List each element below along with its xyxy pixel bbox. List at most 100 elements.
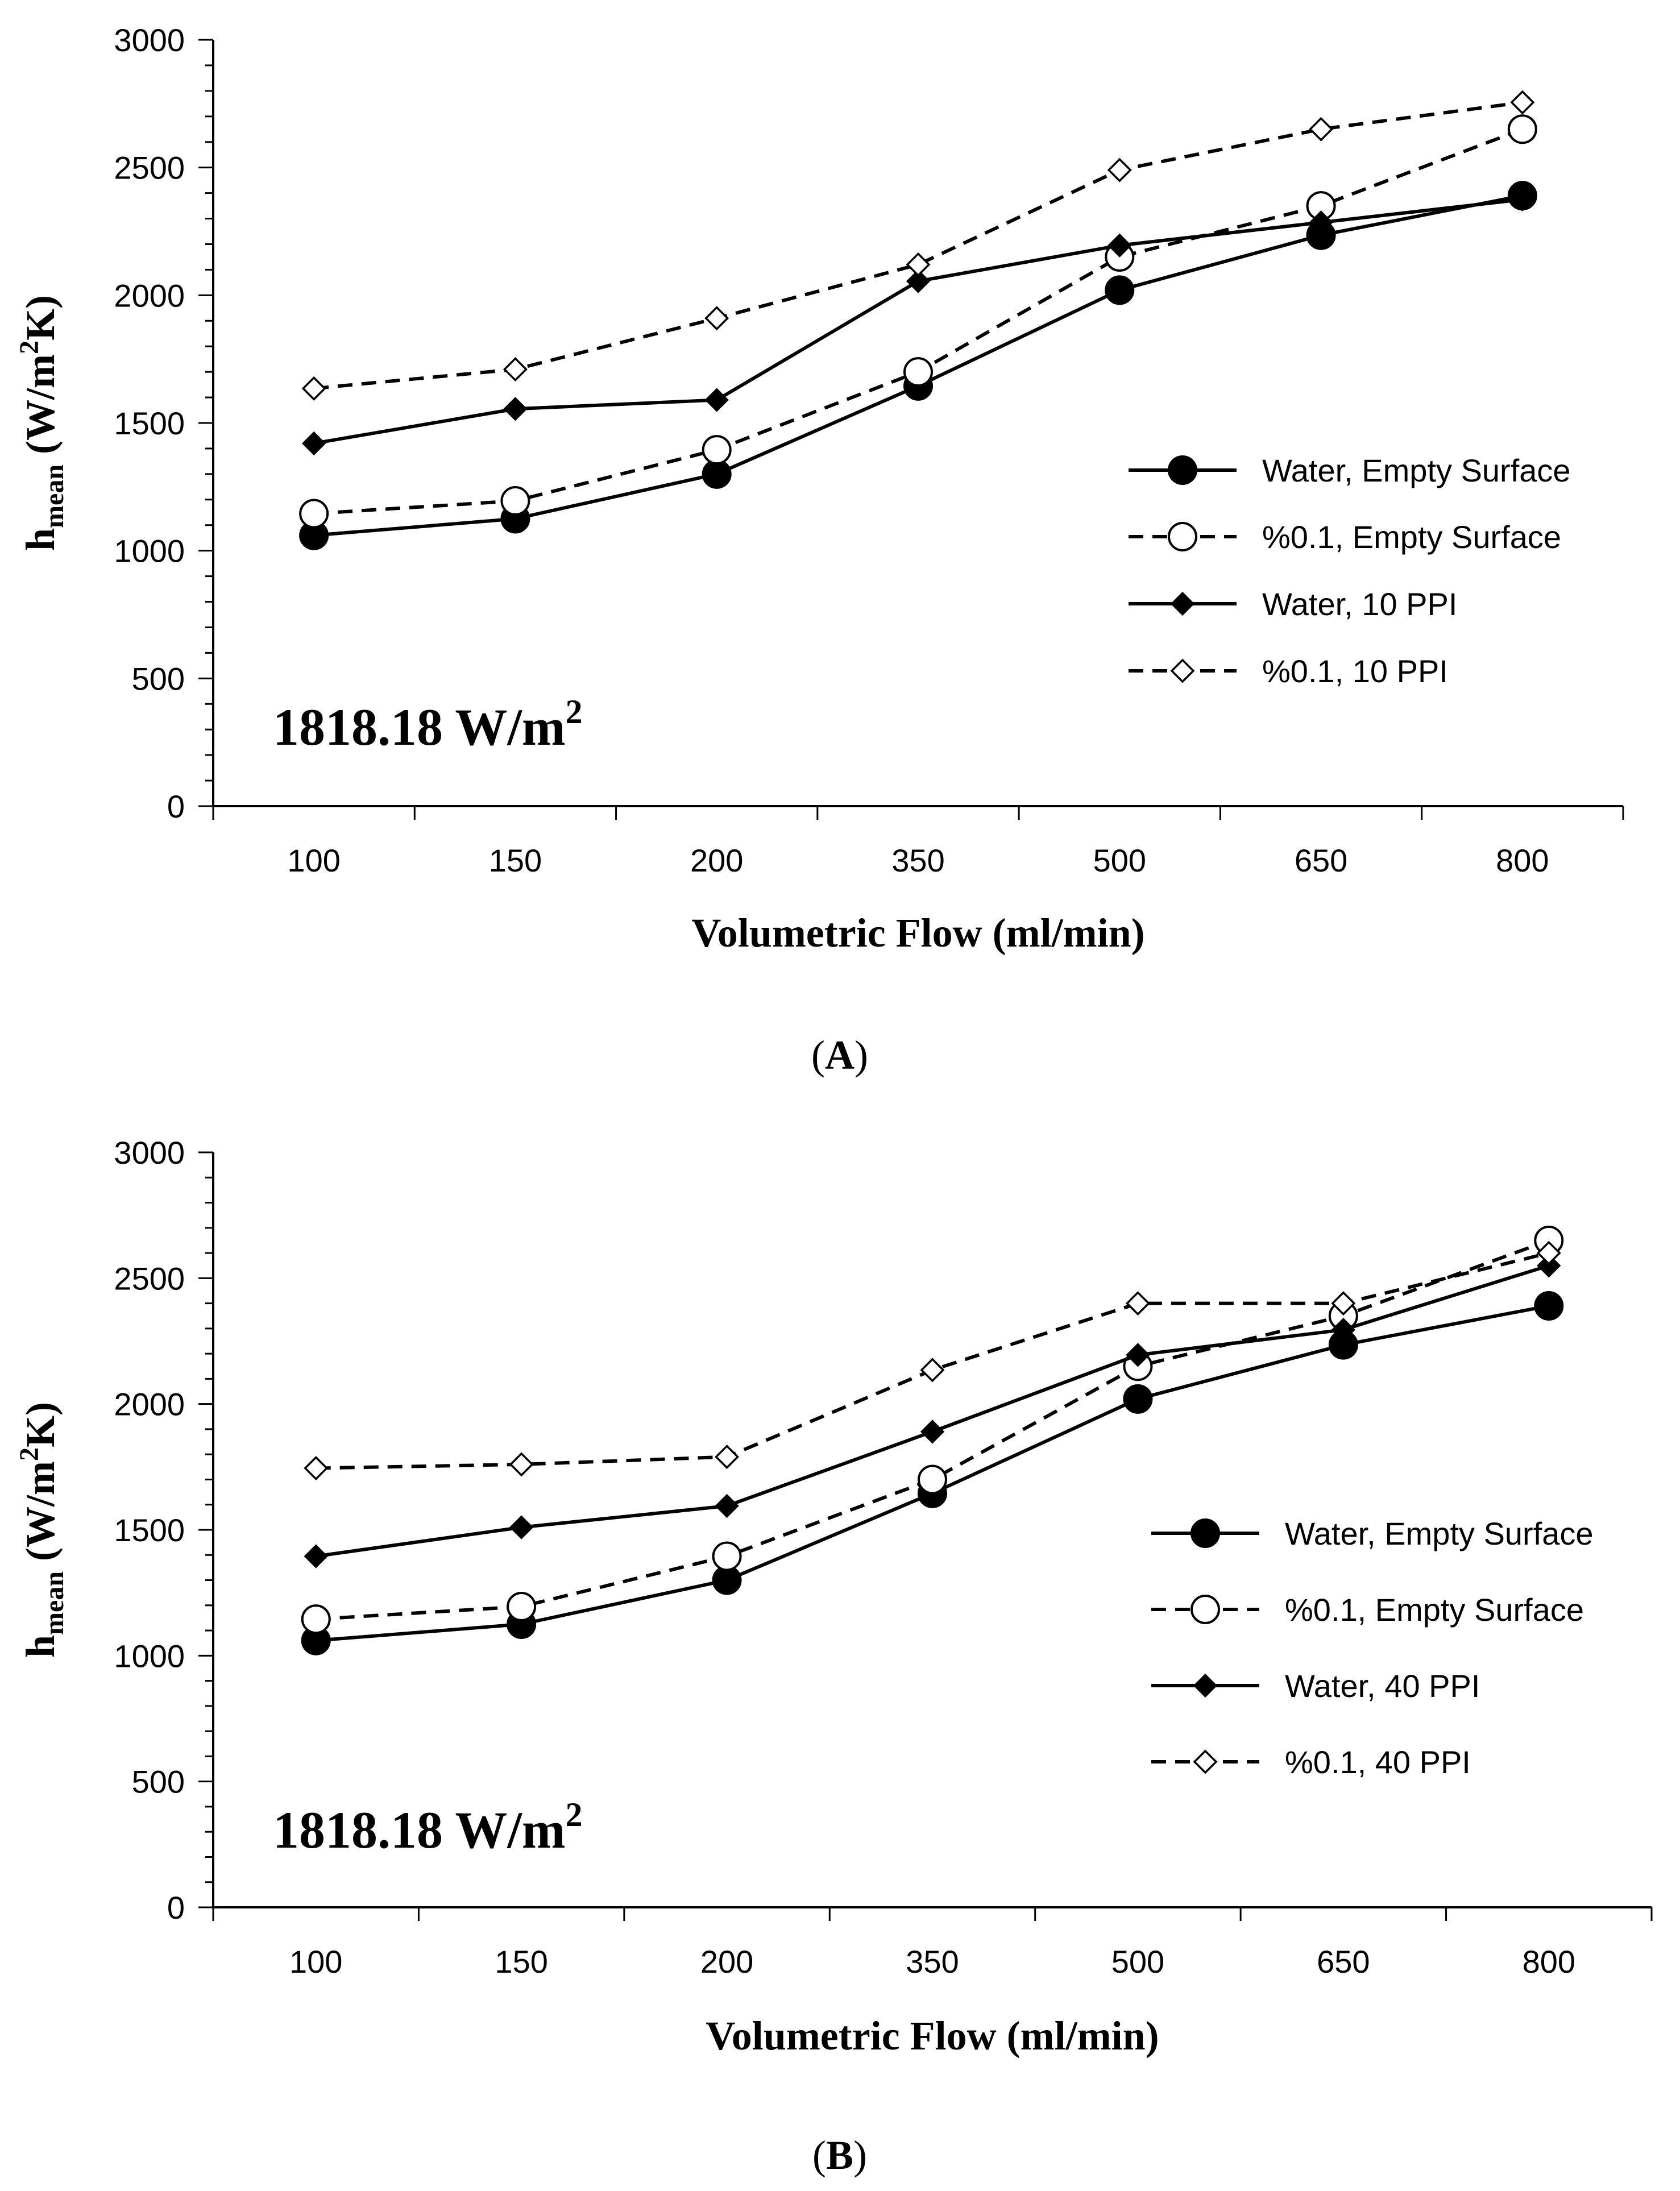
y-tick-label: 2500 [114, 1260, 185, 1296]
y-title-subscript: mean [39, 1571, 69, 1635]
legend-item: Water, Empty Surface [1129, 453, 1571, 488]
y-title-units-end: K) [18, 1402, 63, 1447]
y-tick-label: 0 [167, 789, 185, 824]
data-point [1107, 157, 1132, 182]
heat-flux-annotation: 1818.18 W/m2 [273, 1796, 583, 1859]
legend-label: Water, 10 PPI [1262, 586, 1457, 622]
data-point [1105, 275, 1135, 305]
legend: Water, Empty Surface %0.1, Empty Surface W… [1151, 1516, 1594, 1780]
y-tick-label: 1500 [114, 1512, 185, 1548]
y-title-subscript: mean [39, 464, 69, 528]
data-point [1107, 233, 1132, 258]
data-point [1510, 187, 1534, 211]
legend-marker [1168, 522, 1197, 551]
data-point [509, 1452, 534, 1477]
x-tick-label: 650 [1317, 1944, 1370, 1980]
data-point [1309, 210, 1333, 235]
legend-label: %0.1, 10 PPI [1262, 653, 1448, 689]
y-tick-label: 1000 [114, 1638, 185, 1674]
data-point [1534, 1291, 1564, 1321]
legend-item: %0.1, Empty Surface [1151, 1592, 1584, 1628]
y-tick-label: 500 [132, 661, 185, 696]
data-point [1125, 1291, 1150, 1316]
panel-label-close: ) [854, 1032, 868, 1078]
legend-item: %0.1, 40 PPI [1151, 1744, 1471, 1780]
legend-marker [1193, 1673, 1218, 1698]
data-point [715, 1493, 739, 1518]
x-axis-title: Volumetric Flow (ml/min) [706, 2013, 1159, 2059]
series-2 [301, 1225, 1564, 1634]
x-tick-label: 100 [289, 1944, 342, 1980]
legend-item: Water, 10 PPI [1129, 586, 1457, 622]
data-point [906, 269, 931, 293]
y-tick-label: 2500 [114, 150, 185, 186]
x-tick-label: 650 [1295, 843, 1347, 878]
data-point [1507, 114, 1537, 144]
legend-item: Water, Empty Surface [1151, 1516, 1594, 1551]
series-3 [304, 1254, 1561, 1568]
y-tick-label: 1500 [114, 405, 185, 441]
legend-marker [1170, 658, 1195, 683]
legend-item: %0.1, Empty Surface [1129, 519, 1561, 555]
y-title-superscript: 2 [14, 341, 44, 354]
legend-marker [1168, 455, 1197, 485]
y-tick-label: 2000 [114, 277, 185, 313]
legend-label: Water, Empty Surface [1285, 1516, 1594, 1551]
annotation-superscript: 2 [566, 1796, 583, 1833]
data-point [302, 431, 326, 456]
y-tick-label: 3000 [114, 22, 185, 58]
data-point [1331, 1317, 1355, 1342]
data-point [704, 388, 729, 412]
data-point [715, 1445, 740, 1470]
series-4 [301, 90, 1535, 401]
data-point [304, 1456, 329, 1481]
data-point [920, 1420, 945, 1444]
data-point [1123, 1384, 1153, 1414]
y-tick-label: 1000 [114, 533, 185, 569]
legend-label: %0.1, 40 PPI [1285, 1744, 1471, 1780]
y-tick-label: 3000 [114, 1135, 185, 1171]
data-point [304, 1544, 328, 1568]
series-3 [302, 187, 1534, 456]
annotation-text: 1818.18 W/m [273, 1801, 566, 1859]
panel-label-open: ( [812, 2132, 826, 2178]
legend-marker [1190, 1595, 1220, 1624]
x-tick-label: 100 [287, 843, 340, 878]
legend-label: Water, 40 PPI [1285, 1668, 1480, 1704]
data-point [503, 357, 528, 382]
legend-label: %0.1, Empty Surface [1262, 519, 1561, 555]
x-axis-title: Volumetric Flow (ml/min) [691, 910, 1144, 956]
legend-marker [1190, 1518, 1220, 1548]
y-tick-label: 500 [132, 1764, 185, 1800]
data-point [1331, 1291, 1356, 1316]
y-title-units-end: K) [18, 295, 63, 341]
legend: Water, Empty Surface %0.1, Empty Surface W… [1129, 453, 1571, 689]
legend-marker [1170, 591, 1195, 616]
chart-panel-b: 0 500 1000 1500 2000 2500 3000 100 150 200 350 500 6… [14, 1135, 1653, 2178]
y-tick-label: 2000 [114, 1387, 185, 1422]
x-tick-label: 150 [495, 1944, 547, 1980]
data-point [704, 306, 729, 331]
data-point [1510, 90, 1535, 115]
x-tick-label: 500 [1111, 1944, 1164, 1980]
data-point [509, 1515, 534, 1539]
series-line [313, 101, 1523, 391]
panel-label-open: ( [811, 1032, 825, 1078]
y-axis-title: hmean (W/m2K) [14, 295, 69, 551]
x-tick-label: 800 [1496, 843, 1549, 878]
x-tick-label: 150 [489, 843, 542, 878]
legend-item: Water, 40 PPI [1151, 1668, 1480, 1704]
panel-label-letter: B [826, 2132, 853, 2178]
y-title-units: (W/m [18, 1461, 63, 1571]
data-point [507, 1592, 537, 1622]
data-point [301, 376, 326, 401]
panel-label: (B) [812, 2132, 867, 2178]
y-title-units: (W/m [18, 354, 63, 464]
annotation-superscript: 2 [566, 693, 583, 731]
x-tick-label: 350 [891, 843, 944, 878]
legend-item: %0.1, 10 PPI [1129, 653, 1448, 689]
data-point [903, 357, 933, 387]
legend-label: Water, Empty Surface [1262, 453, 1571, 488]
data-point [301, 1604, 331, 1634]
